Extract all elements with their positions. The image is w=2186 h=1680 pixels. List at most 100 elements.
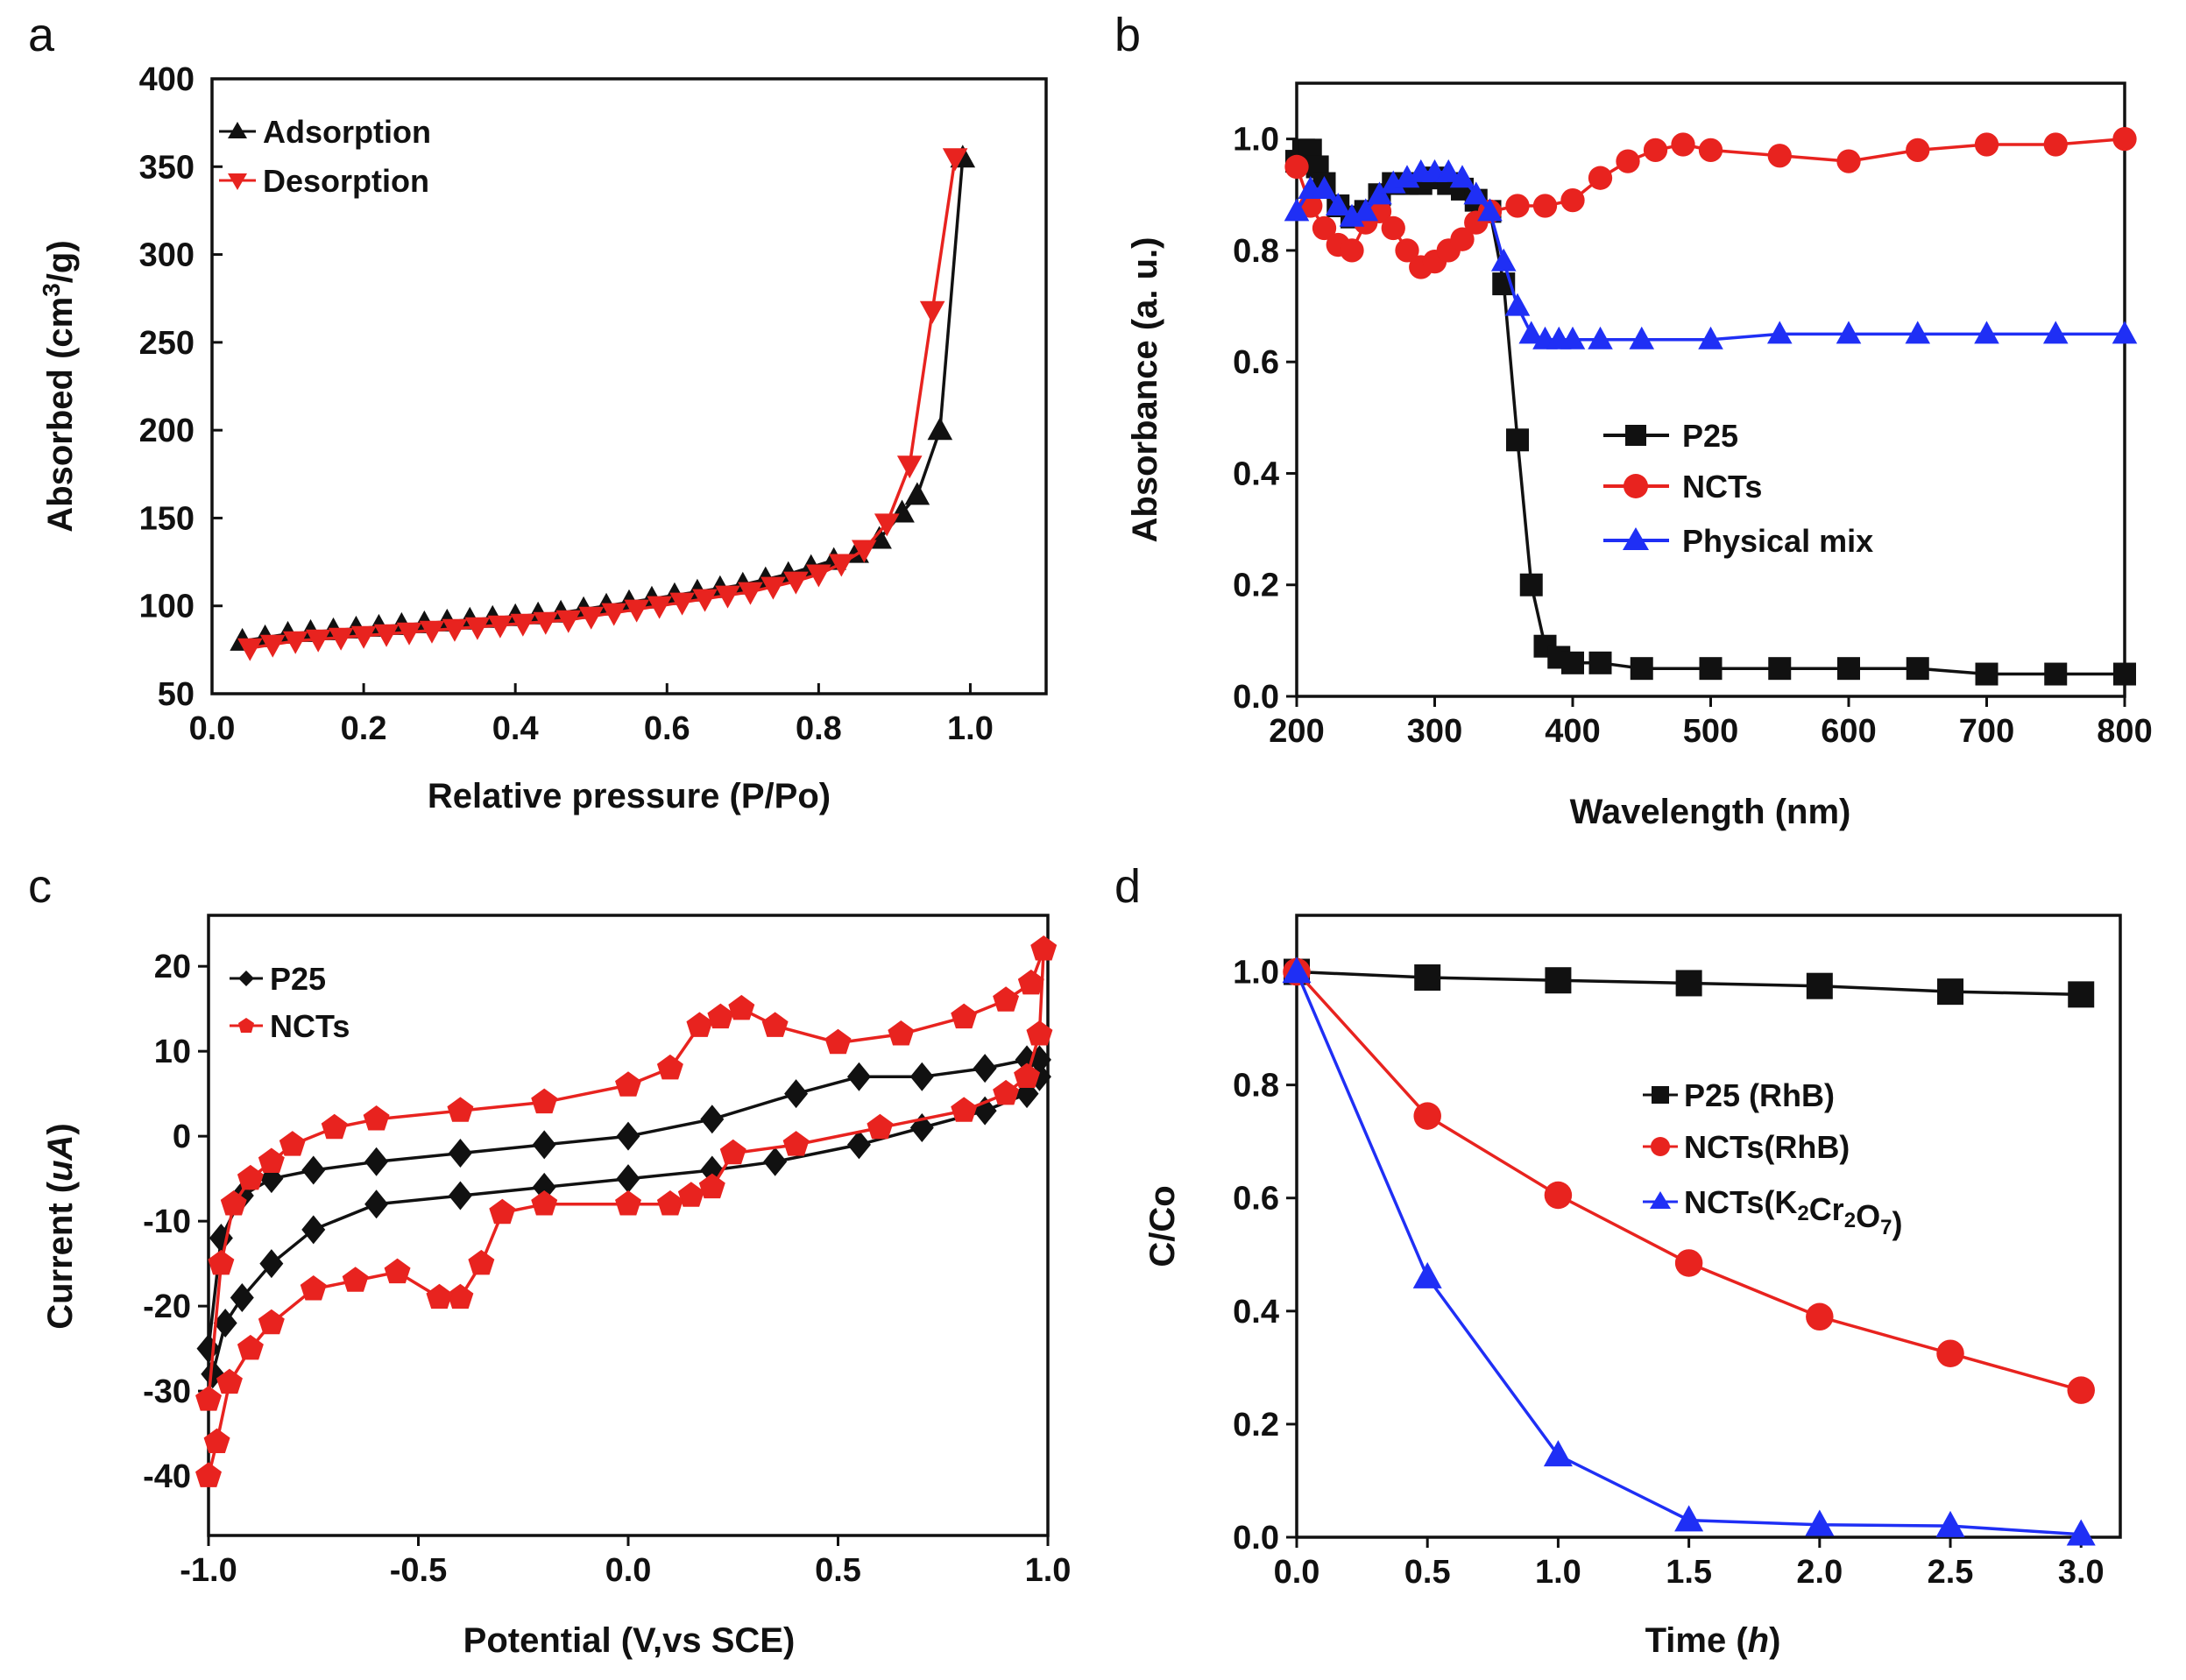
panel-d-y-tick-label-3: 0.6 bbox=[1233, 1181, 1279, 1218]
panel-c-series-1-point-26 bbox=[867, 1113, 894, 1140]
legend-b-p25-marker bbox=[1625, 425, 1646, 446]
panel-c-series-0-point-6 bbox=[448, 1139, 472, 1168]
panel-b-series-2-point-26 bbox=[1905, 321, 1931, 344]
panel-a-y-tick-label-1: 100 bbox=[139, 589, 195, 625]
panel-b-series-0-point-27 bbox=[1837, 657, 1860, 681]
panel-c-series-1-point-17 bbox=[888, 1020, 915, 1046]
panel-d-series-2-point-3 bbox=[1674, 1505, 1704, 1532]
legend-d-p25-label: P25 (RhB) bbox=[1684, 1077, 1835, 1113]
panel-c-series-1-point-20 bbox=[1017, 969, 1044, 995]
panel-c-series-1-point-16 bbox=[824, 1028, 852, 1055]
panel-d-series bbox=[1282, 956, 2096, 1546]
panel-d-series-2-point-1 bbox=[1412, 1261, 1442, 1288]
panel-a-x-tick-label-3: 0.6 bbox=[644, 710, 690, 747]
panel-d-x-title-pre: Time ( bbox=[1645, 1621, 1749, 1660]
legend-d-label-sub-1: 2 bbox=[1797, 1202, 1808, 1225]
panel-b-series-2-point-23 bbox=[1698, 326, 1723, 349]
panel-b-x-tick-label-4: 600 bbox=[1821, 713, 1876, 750]
panel-c-series-1-point-2 bbox=[220, 1190, 247, 1216]
panel-b-series-1-point-4 bbox=[1340, 238, 1364, 263]
panel-d-x-tick-label-0: 0.0 bbox=[1274, 1554, 1320, 1591]
panel-a-x-tick-label-2: 0.4 bbox=[492, 710, 539, 747]
panel-b-series-1-point-22 bbox=[1698, 138, 1723, 163]
panel-a-series-1-point-19 bbox=[669, 592, 695, 616]
panel-c-series-0-point-8 bbox=[616, 1121, 640, 1151]
panel-b-series-2-point-2 bbox=[1312, 175, 1337, 199]
panel-d-y-tick-label-5: 1.0 bbox=[1233, 955, 1279, 992]
panel-c-series-0-point-5 bbox=[364, 1147, 389, 1176]
panel-a-series-0-line bbox=[242, 158, 965, 643]
panel-b-series-2-point-15 bbox=[1490, 248, 1517, 272]
panel-b-series-2-point-24 bbox=[1766, 321, 1793, 344]
panel-b-series bbox=[1284, 126, 2138, 686]
panel-c-series-0-point-31 bbox=[201, 1359, 225, 1389]
panel-c-y-tick-label-5: 10 bbox=[154, 1034, 191, 1070]
legend-d-ncts-k2cr2o7-label: NCTs(K2Cr2O7) bbox=[1684, 1184, 1902, 1241]
panel-b-series-1-point-16 bbox=[1532, 194, 1558, 218]
legend-b-physical-mix-marker bbox=[1623, 527, 1649, 550]
panel-a-x-tick-label-5: 1.0 bbox=[947, 710, 994, 747]
panel-c-series-1-point-45 bbox=[195, 1462, 222, 1487]
panel-d-y-tick-label-2: 0.4 bbox=[1233, 1294, 1279, 1331]
panel-c-x-tick-label-2: 0.0 bbox=[605, 1552, 652, 1589]
panel-b-series-2-point-16 bbox=[1504, 293, 1531, 316]
panel-b-series-2-point-12 bbox=[1449, 165, 1475, 188]
panel-c-series-1-point-25 bbox=[951, 1097, 978, 1122]
panel-a-y-title-post: /g) bbox=[41, 240, 80, 283]
panel-c-series-0-point-25 bbox=[448, 1181, 472, 1211]
panel-b-series-2-point-29 bbox=[2112, 321, 2138, 344]
panel-c-y-tick-label-0: -40 bbox=[143, 1458, 191, 1495]
panel-a-series-1-point-30 bbox=[919, 300, 945, 324]
panel-c-y-title-post: ) bbox=[41, 1123, 80, 1134]
panel-c-y-tick-label-6: 20 bbox=[154, 949, 191, 985]
panel-a-series-1-point-26 bbox=[829, 554, 854, 577]
panel-b-ticks: 200 300 400 500 600 700 800 0.0 0.2 0.4 0.6 0.8 1.0 bbox=[1233, 122, 2153, 750]
panel-c-series-1-point-22 bbox=[1026, 1020, 1053, 1046]
panel-c-series-0-point-29 bbox=[230, 1282, 254, 1312]
panel-c-series-1-point-21 bbox=[1030, 935, 1058, 961]
panel-b-x-tick-label-2: 400 bbox=[1545, 713, 1600, 750]
panel-c-series-0-point-24 bbox=[532, 1172, 556, 1202]
panel-d-y-tick-label-0: 0.0 bbox=[1233, 1520, 1279, 1556]
panel-d-series-0-point-6 bbox=[2068, 981, 2095, 1008]
panel-d-series-0-point-1 bbox=[1414, 964, 1441, 991]
panel-c-series-1-point-0 bbox=[195, 1386, 222, 1411]
panel-b-series-2-point-11 bbox=[1435, 159, 1461, 182]
panel-c-series-1-point-34 bbox=[489, 1198, 516, 1225]
legend-a-adsorption-marker bbox=[228, 122, 247, 138]
panel-a-y-title-pre: Absorbed (cm bbox=[41, 297, 80, 533]
panel-a-series-1-point-6 bbox=[373, 624, 400, 647]
panel-b-series-2-point-25 bbox=[1836, 321, 1862, 344]
panel-b-series-0-point-19 bbox=[1519, 573, 1543, 596]
panel-c-series-1-point-39 bbox=[342, 1267, 369, 1292]
panel-c: c -1.0 -0.5 0.0 0.5 1.0 -40 -30 -20 -10 0 10 20 Pot… bbox=[28, 860, 1071, 1660]
panel-c-series-1-point-18 bbox=[951, 1003, 978, 1029]
panel-b-series-0-point-30 bbox=[2044, 662, 2068, 686]
panel-d-series-2-point-2 bbox=[1543, 1440, 1573, 1467]
panel-c-series-0-point-30 bbox=[213, 1309, 237, 1338]
panel-b-series-1-point-18 bbox=[1588, 166, 1613, 190]
panel-c-series-1-point-31 bbox=[656, 1190, 683, 1216]
panel-b: b 200 300 400 500 600 700 800 0.0 0.2 0.4 0.6 0.8 1.… bbox=[1114, 9, 2153, 831]
panel-d-series-0-point-4 bbox=[1806, 972, 1833, 999]
panel-a-y-tick-label-0: 50 bbox=[158, 676, 195, 713]
panel-c-series-1-point-36 bbox=[447, 1283, 474, 1309]
panel-c-series-1-point-12 bbox=[686, 1012, 713, 1037]
panel-b-series-1-point-25 bbox=[1906, 138, 1930, 163]
panel-a-y-axis-title: Absorbed (cm3/g) bbox=[38, 240, 80, 532]
panel-b-series-0-point-23 bbox=[1588, 651, 1612, 674]
panel-a-y-title-sup: 3 bbox=[38, 283, 65, 297]
panel-b-series-1-point-2 bbox=[1312, 215, 1337, 241]
panel-c-series-1-point-35 bbox=[468, 1249, 495, 1275]
panel-b-series-2-point-13 bbox=[1463, 181, 1489, 205]
panel-c-series-1-point-14 bbox=[728, 994, 755, 1020]
panel-d-series-1-point-4 bbox=[1806, 1302, 1834, 1331]
legend-b-physical-mix-label: Physical mix bbox=[1682, 523, 1873, 559]
panel-d-y-tick-label-4: 0.8 bbox=[1233, 1068, 1279, 1105]
panel-a-series-1-point-10 bbox=[464, 617, 491, 640]
panel-a-y-tick-label-5: 300 bbox=[139, 237, 195, 274]
panel-b-series-1-point-24 bbox=[1836, 149, 1861, 173]
panel-a-series-1-point-1 bbox=[259, 634, 286, 658]
panel-b-series-1-point-17 bbox=[1560, 187, 1585, 213]
panel-c-series-1-point-32 bbox=[615, 1190, 641, 1216]
